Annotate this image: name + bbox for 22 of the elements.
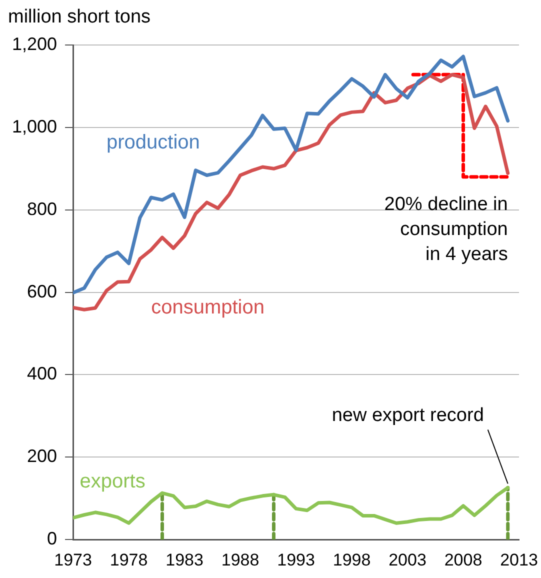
- x-tick-label: 2013: [500, 550, 538, 570]
- x-tick-label: 1973: [54, 550, 92, 570]
- x-tick-label: 1988: [221, 550, 260, 570]
- series-label: consumption: [151, 296, 264, 318]
- annotation: 20% decline in consumption in 4 years: [384, 194, 508, 266]
- y-tick-label: 0: [47, 528, 58, 549]
- annotation: new export record: [332, 404, 484, 426]
- y-axis-title: million short tons: [8, 6, 151, 28]
- y-tick-label: 800: [26, 198, 58, 219]
- x-tick-label: 2008: [444, 550, 482, 570]
- y-tick-label: 200: [26, 446, 58, 466]
- x-tick-label: 1998: [332, 550, 371, 570]
- x-tick-label: 1983: [166, 550, 204, 570]
- x-tick-label: 2003: [388, 550, 426, 570]
- series-label: exports: [80, 470, 146, 492]
- series-label: production: [106, 132, 200, 154]
- x-tick-label: 1978: [110, 550, 148, 570]
- y-tick-label: 400: [26, 364, 58, 384]
- y-tick-label: 1,000: [12, 116, 58, 136]
- y-tick-label: 1,200: [12, 34, 58, 54]
- x-tick-label: 1993: [277, 550, 315, 570]
- y-tick-label: 600: [26, 281, 58, 302]
